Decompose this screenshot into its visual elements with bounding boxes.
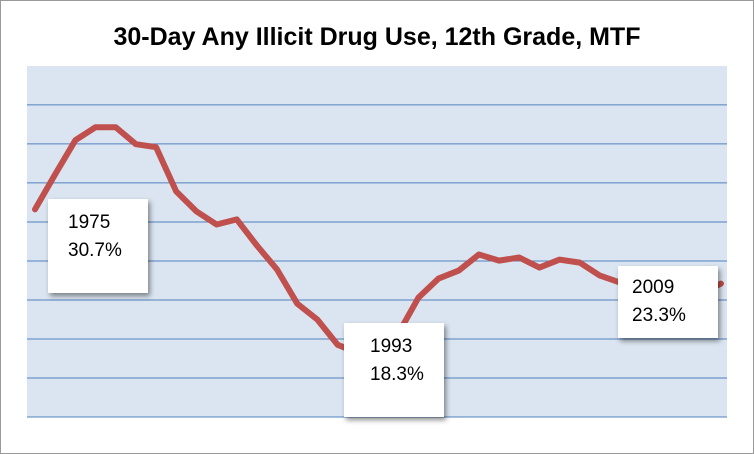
annotation-minimum-year: 1993 [370,336,413,357]
annotation-start-value: 30.7% [68,240,122,261]
annotation-start: 1975 30.7% [48,199,148,293]
annotation-minimum-value: 18.3% [370,364,424,385]
annotation-end: 2009 23.3% [618,266,718,338]
annotation-minimum: 1993 18.3% [344,323,444,417]
annotation-start-year: 1975 [68,212,111,233]
chart-title: 30-Day Any Illicit Drug Use, 12th Grade,… [113,23,641,51]
annotation-end-year: 2009 [632,277,675,298]
annotation-end-value: 23.3% [632,305,686,326]
